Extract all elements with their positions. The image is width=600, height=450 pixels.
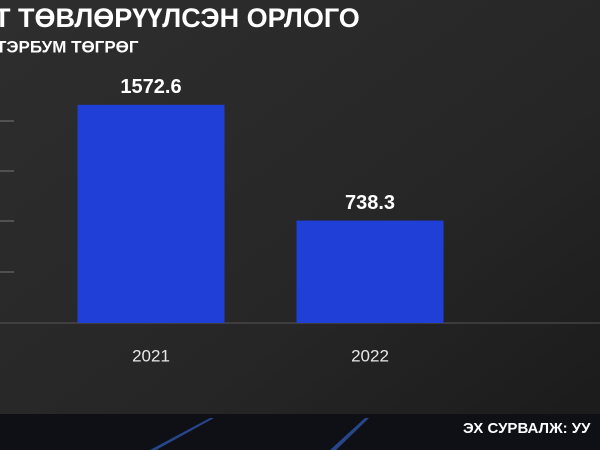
bar — [77, 104, 225, 323]
value-label: 738.3 — [345, 192, 395, 214]
x-tick-label: 2022 — [351, 346, 389, 365]
x-tick-label: 2021 — [132, 346, 170, 365]
bar — [296, 220, 444, 323]
chart-subtitle: ТЭРБУМ ТӨГРӨГ — [0, 37, 139, 56]
source: ЭХ СУРВАЛЖ: УУ — [463, 420, 591, 437]
chart-title: Т ТӨВЛӨРҮҮЛСЭН ОРЛОГО — [0, 3, 360, 33]
value-label: 1572.6 — [120, 76, 181, 98]
footer-band — [0, 414, 600, 450]
